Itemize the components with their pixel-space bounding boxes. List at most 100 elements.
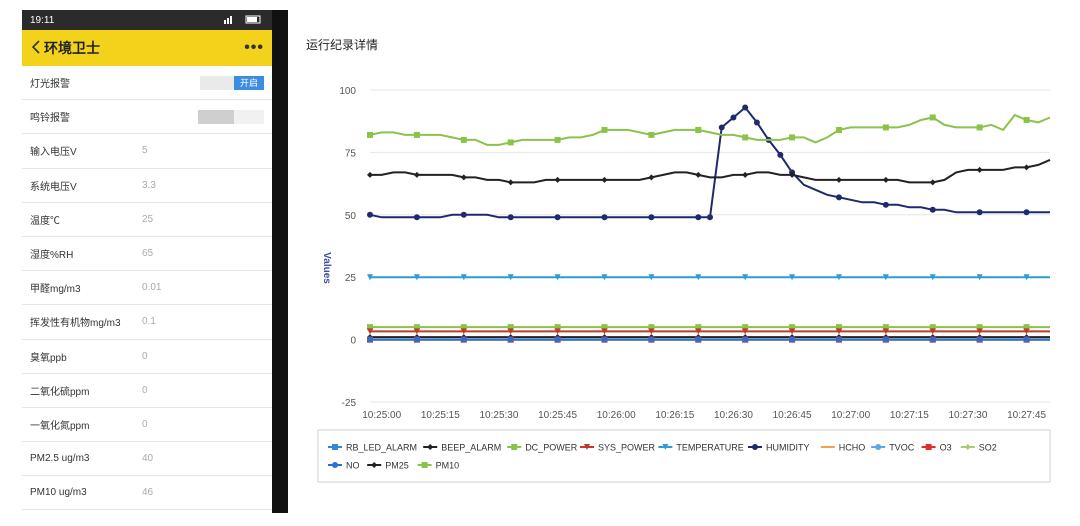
legend-label: BEEP_ALARM <box>441 443 501 453</box>
data-point <box>695 171 702 178</box>
x-tick-label: 10:25:30 <box>479 410 518 421</box>
chart-series <box>367 104 1051 343</box>
data-point <box>662 444 669 450</box>
row-label: 系统电压V <box>30 181 77 193</box>
data-point <box>1023 324 1030 331</box>
data-point <box>929 114 936 121</box>
panel-title: 运行纪录详情 <box>306 38 379 52</box>
toggle-segment-a[interactable] <box>198 109 234 124</box>
row-value: 0.1 <box>142 316 156 328</box>
data-point <box>511 444 518 450</box>
status-icons <box>224 14 264 27</box>
back-button[interactable] <box>30 39 42 58</box>
light-alarm-toggle[interactable]: 开启 <box>200 75 264 90</box>
chart-legend: RB_LED_ALARM BEEP_ALARM DC_POWER SYS_POWER T… <box>328 443 997 471</box>
row-value: 0 <box>142 384 148 396</box>
data-point <box>413 274 420 281</box>
legend-item: TEMPERATURE <box>658 443 744 453</box>
legend-label: HUMIDITY <box>766 443 810 453</box>
row-tvoc: 挥发性有机物mg/m3 0.1 <box>22 305 272 340</box>
series-line <box>369 106 1050 219</box>
divider-bar <box>272 10 288 513</box>
row-beep-alarm: 鸣铃报警 <box>22 100 272 135</box>
data-point <box>742 328 749 335</box>
row-humidity: 湿度%RH 65 <box>22 237 272 272</box>
legend-item: DC_POWER <box>507 443 578 453</box>
data-point <box>507 179 514 186</box>
x-tick-label: 10:26:00 <box>597 410 636 421</box>
data-point <box>695 126 702 133</box>
legend-label: TVOC <box>889 443 915 453</box>
app-header-left: 环境卫士 <box>30 38 100 58</box>
legend-item: SO2 <box>960 443 997 453</box>
data-point <box>742 134 749 141</box>
data-point <box>601 126 608 133</box>
data-point <box>789 171 796 178</box>
data-point <box>367 211 373 218</box>
data-point <box>753 119 760 126</box>
data-point <box>460 211 467 218</box>
data-point <box>371 462 378 468</box>
legend-label: PM25 <box>385 461 409 471</box>
row-value: 0.01 <box>142 282 162 294</box>
legend-item: HCHO <box>820 443 865 453</box>
x-tick-label: 10:27:15 <box>890 410 929 421</box>
row-hcho: 甲醛mg/m3 0.01 <box>22 271 272 306</box>
data-point <box>789 324 796 331</box>
row-value: 0 <box>142 418 148 430</box>
data-point <box>413 131 420 138</box>
legend-item: HUMIDITY <box>748 443 810 453</box>
data-point <box>1023 336 1030 343</box>
legend-label: O3 <box>940 443 952 453</box>
data-point <box>332 444 338 450</box>
data-point <box>554 324 561 331</box>
x-tick-label: 10:25:15 <box>421 410 460 421</box>
series-line <box>370 158 1051 184</box>
data-point <box>976 274 983 281</box>
y-tick-label: -25 <box>342 398 357 409</box>
y-tick-label: 0 <box>350 336 356 347</box>
chart-panel: 运行纪录详情 -25 0 25 50 75 100 10:25:00 10:25:15 10:… <box>288 10 1060 513</box>
toggle-on-segment[interactable]: 开启 <box>234 75 264 90</box>
legend-item: RB_LED_ALARM <box>328 443 417 453</box>
data-point <box>976 324 983 331</box>
data-point <box>835 176 842 183</box>
data-point <box>835 274 842 281</box>
data-point <box>554 336 561 343</box>
data-point <box>882 176 889 183</box>
row-ozone: 臭氧ppb 0 <box>22 340 272 374</box>
toggle-segment-b[interactable] <box>234 109 264 124</box>
row-so2: 二氧化硫ppm 0 <box>22 374 272 408</box>
more-menu-button[interactable]: ••• <box>244 39 264 56</box>
data-point <box>742 274 749 281</box>
data-point <box>835 126 842 133</box>
legend-item: O3 <box>921 443 952 453</box>
data-point <box>601 324 608 331</box>
beep-alarm-toggle[interactable] <box>198 109 264 124</box>
legend-item: NO <box>328 461 360 471</box>
data-point <box>507 324 514 331</box>
y-tick-label: 100 <box>339 86 356 97</box>
data-point <box>976 209 983 216</box>
row-label: 鸣铃报警 <box>30 113 70 125</box>
data-point <box>929 324 936 331</box>
legend-item: TVOC <box>871 443 915 453</box>
data-point <box>695 274 702 281</box>
phone-screen: 19:11 环境卫士 ••• 灯光报警 开启 <box>22 10 274 513</box>
data-point <box>601 176 608 183</box>
row-temperature: 温度℃ 25 <box>22 203 272 237</box>
toggle-off-segment[interactable] <box>200 75 234 90</box>
data-point <box>367 324 373 331</box>
data-point <box>648 131 655 138</box>
data-point <box>648 174 655 181</box>
data-point <box>929 206 936 213</box>
data-point <box>421 462 428 468</box>
data-point <box>367 171 373 178</box>
legend-label: RB_LED_ALARM <box>346 443 417 453</box>
data-point <box>507 274 514 281</box>
legend-box <box>317 429 1051 483</box>
status-bar: 19:11 <box>22 10 272 30</box>
row-pm10: PM10 ug/m3 46 <box>22 476 272 511</box>
legend-item: PM10 <box>417 461 459 471</box>
